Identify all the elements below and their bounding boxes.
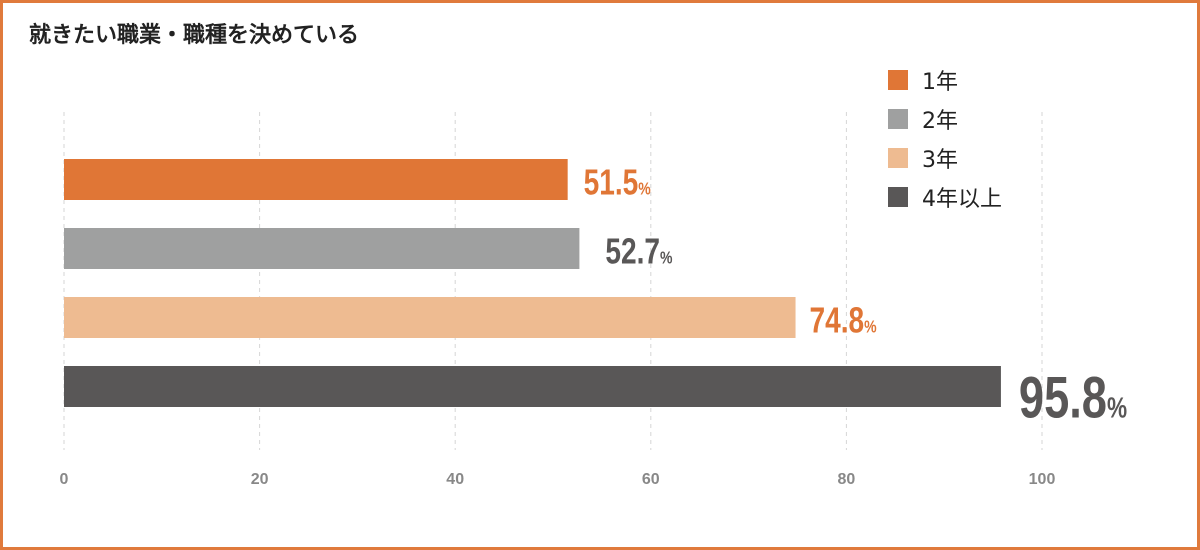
bar [64, 297, 796, 338]
legend-item: 4年以上 [888, 177, 1002, 216]
chart-title: 就きたい職業・職種を決めている [29, 23, 360, 48]
legend-label: 1年 [922, 69, 958, 95]
x-tick-label: 60 [642, 471, 660, 488]
bar [64, 159, 568, 200]
data-label: 51.5% [584, 162, 651, 202]
legend-swatch [888, 108, 908, 129]
legend-item: 3年 [888, 138, 1002, 177]
data-label-unit: % [1107, 391, 1127, 424]
bar [64, 366, 1001, 407]
data-label: 95.8% [1019, 366, 1127, 431]
data-label-unit: % [638, 179, 650, 199]
legend-item: 2年 [888, 99, 1002, 138]
data-label: 74.8% [810, 300, 877, 340]
x-tick-label: 0 [60, 471, 69, 488]
x-tick-label: 100 [1029, 471, 1056, 488]
legend-label: 2年 [922, 108, 958, 134]
legend: 1年 2年 3年 4年以上 [888, 60, 1002, 216]
data-label-unit: % [864, 317, 876, 337]
legend-label: 4年以上 [922, 186, 1002, 212]
x-tick-label: 40 [446, 471, 464, 488]
legend-label: 3年 [922, 147, 958, 173]
data-label: 52.7% [605, 231, 672, 271]
legend-swatch [888, 147, 908, 168]
data-label-unit: % [660, 248, 672, 268]
x-tick-label: 20 [251, 471, 269, 488]
legend-swatch [888, 69, 908, 90]
legend-item: 1年 [888, 60, 1002, 99]
x-tick-label: 80 [838, 471, 856, 488]
legend-swatch [888, 186, 908, 207]
bar [64, 228, 580, 269]
